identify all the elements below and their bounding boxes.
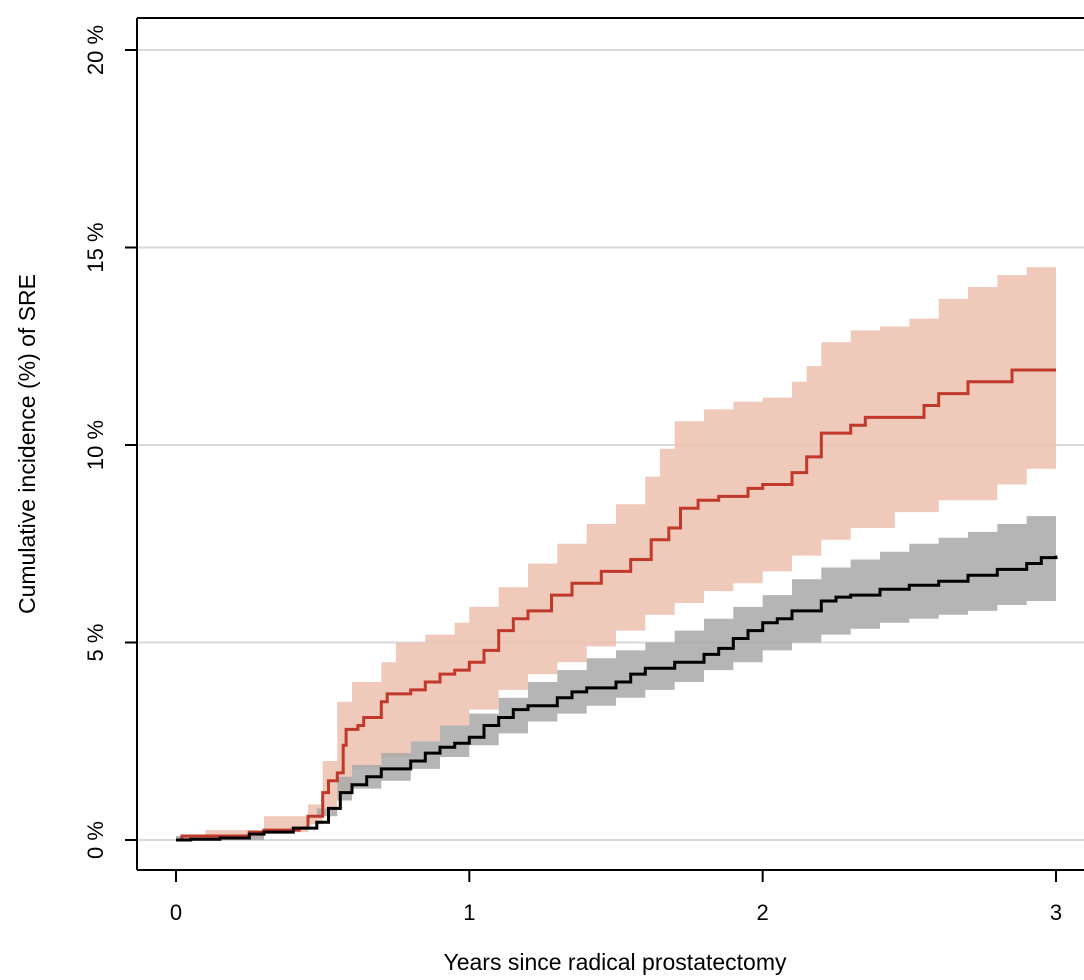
y-axis-title: Cumulative incidence (%) of SRE — [14, 274, 40, 614]
y-ticks: 0 % 5 % 10 % 15 % 20 % — [83, 25, 137, 859]
series-lines — [176, 368, 1058, 842]
x-tick-label-1: 1 — [463, 900, 475, 925]
x-ticks: 0 1 2 3 — [170, 870, 1062, 925]
x-tick-label-2: 2 — [757, 900, 769, 925]
confidence-bands — [176, 267, 1056, 840]
y-tick-label-3: 15 % — [83, 222, 108, 272]
x-axis-title: Years since radical prostatectomy — [443, 949, 787, 975]
x-tick-label-0: 0 — [170, 900, 182, 925]
series-line-1 — [176, 555, 1058, 842]
y-tick-label-0: 0 % — [83, 821, 108, 859]
y-tick-label-1: 5 % — [83, 624, 108, 662]
y-tick-label-2: 10 % — [83, 420, 108, 470]
series-line-0 — [176, 368, 1056, 842]
confidence-band-0 — [176, 267, 1056, 840]
confidence-band-1 — [176, 508, 1056, 840]
y-tick-label-4: 20 % — [83, 25, 108, 75]
x-tick-label-3: 3 — [1050, 900, 1062, 925]
